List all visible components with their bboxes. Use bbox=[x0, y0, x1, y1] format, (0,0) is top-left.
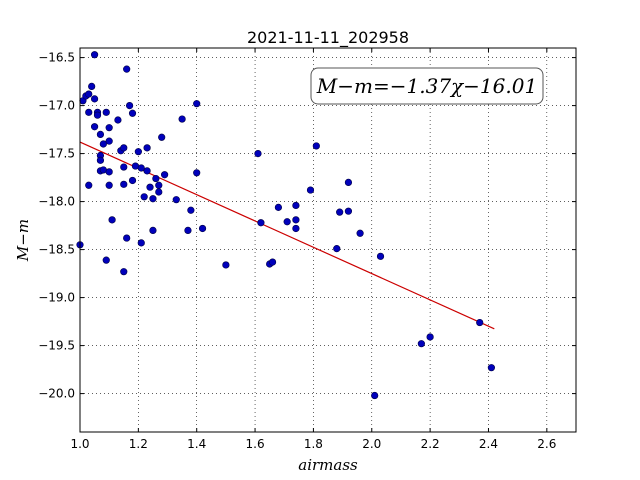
x-tick-label: 2.4 bbox=[479, 437, 498, 451]
y-tick-label: −18.5 bbox=[38, 243, 75, 257]
data-point bbox=[123, 65, 131, 73]
data-point bbox=[222, 261, 230, 269]
data-point bbox=[137, 239, 145, 247]
data-point bbox=[257, 219, 265, 227]
data-point bbox=[105, 181, 113, 189]
data-point bbox=[90, 95, 99, 103]
x-tick-label: 1.6 bbox=[246, 437, 265, 451]
data-point bbox=[85, 90, 93, 98]
data-point bbox=[178, 115, 186, 123]
data-point bbox=[108, 216, 116, 224]
data-point bbox=[292, 201, 300, 210]
data-point bbox=[184, 226, 192, 234]
x-tick-label: 2.6 bbox=[537, 437, 556, 451]
data-point bbox=[137, 164, 145, 172]
x-tick-label: 1.0 bbox=[70, 437, 89, 451]
data-point bbox=[306, 186, 315, 194]
data-point bbox=[333, 245, 341, 253]
data-point bbox=[268, 258, 277, 266]
data-point bbox=[93, 111, 102, 119]
y-tick-label: −18.0 bbox=[38, 195, 75, 209]
data-point bbox=[143, 144, 151, 152]
fit-equation-text: M−m=−1.37χ−16.01 bbox=[316, 74, 537, 98]
data-point bbox=[274, 203, 283, 211]
y-tick-label: −20.0 bbox=[38, 387, 75, 401]
data-point bbox=[193, 169, 201, 177]
data-point bbox=[158, 133, 166, 141]
data-point bbox=[155, 181, 163, 189]
data-point bbox=[426, 333, 434, 341]
axis-ticks bbox=[79, 48, 576, 432]
data-point bbox=[376, 252, 385, 260]
data-point bbox=[193, 100, 201, 108]
data-point bbox=[487, 364, 495, 372]
x-axis-label: airmass bbox=[298, 456, 358, 474]
data-point bbox=[128, 176, 137, 185]
data-point bbox=[344, 207, 353, 215]
data-point bbox=[187, 206, 195, 214]
data-point bbox=[161, 171, 169, 179]
data-point bbox=[102, 108, 110, 116]
data-point bbox=[120, 268, 128, 276]
y-tick-label: −19.5 bbox=[38, 339, 75, 353]
x-tick-label: 1.4 bbox=[187, 437, 206, 451]
data-point bbox=[356, 229, 364, 237]
data-point bbox=[102, 256, 110, 264]
data-point bbox=[120, 180, 128, 188]
data-point bbox=[336, 208, 344, 216]
data-point bbox=[96, 156, 105, 164]
x-tick-label: 1.8 bbox=[304, 437, 323, 451]
data-point bbox=[85, 108, 93, 116]
data-point bbox=[128, 109, 137, 117]
data-point bbox=[172, 196, 180, 204]
data-point bbox=[417, 340, 425, 348]
data-point bbox=[152, 174, 160, 183]
x-tick-label: 2.0 bbox=[362, 437, 381, 451]
y-tick-label: −17.5 bbox=[38, 147, 75, 161]
x-tick-labels: 1.0 1.2 1.4 1.6 1.8 2.0 2.2 2.4 2.6 bbox=[70, 437, 556, 451]
data-point bbox=[283, 218, 291, 226]
chart-title: 2021-11-11_202958 bbox=[247, 28, 409, 48]
y-tick-label: −16.5 bbox=[38, 51, 75, 65]
data-point bbox=[96, 130, 105, 138]
data-point bbox=[90, 123, 99, 131]
data-point bbox=[371, 391, 379, 400]
data-point bbox=[99, 140, 107, 148]
x-tick-label: 1.2 bbox=[129, 437, 148, 451]
x-tick-label: 2.2 bbox=[421, 437, 440, 451]
data-point bbox=[123, 234, 131, 242]
y-axis-label: M−m bbox=[14, 219, 32, 262]
plot-frame bbox=[79, 47, 577, 433]
data-point bbox=[344, 178, 353, 186]
data-point bbox=[114, 116, 122, 124]
data-point bbox=[292, 216, 300, 224]
y-tick-label: −17.0 bbox=[38, 99, 75, 113]
data-point bbox=[143, 167, 151, 175]
data-point bbox=[155, 188, 163, 196]
data-point bbox=[126, 101, 134, 110]
data-point bbox=[120, 163, 128, 171]
data-point bbox=[105, 168, 113, 176]
data-point bbox=[90, 51, 99, 59]
data-point bbox=[149, 195, 157, 203]
data-points bbox=[76, 51, 495, 400]
fit-equation-box bbox=[310, 67, 544, 105]
data-point bbox=[146, 183, 154, 191]
data-point bbox=[85, 181, 93, 189]
data-point bbox=[140, 193, 148, 201]
data-point bbox=[254, 150, 262, 158]
data-point bbox=[476, 318, 484, 327]
data-point bbox=[312, 142, 320, 150]
data-point bbox=[120, 144, 128, 152]
y-tick-label: −19.0 bbox=[38, 291, 75, 305]
data-point bbox=[149, 226, 157, 234]
data-point bbox=[105, 137, 113, 145]
y-tick-labels: −16.5 −17.0 −17.5 −18.0 −18.5 −19.0 −19.5 −20.0 bbox=[38, 51, 75, 401]
data-point bbox=[134, 148, 142, 156]
data-point bbox=[105, 124, 113, 132]
data-point bbox=[292, 224, 300, 233]
data-point bbox=[88, 82, 96, 90]
data-point bbox=[198, 224, 207, 233]
